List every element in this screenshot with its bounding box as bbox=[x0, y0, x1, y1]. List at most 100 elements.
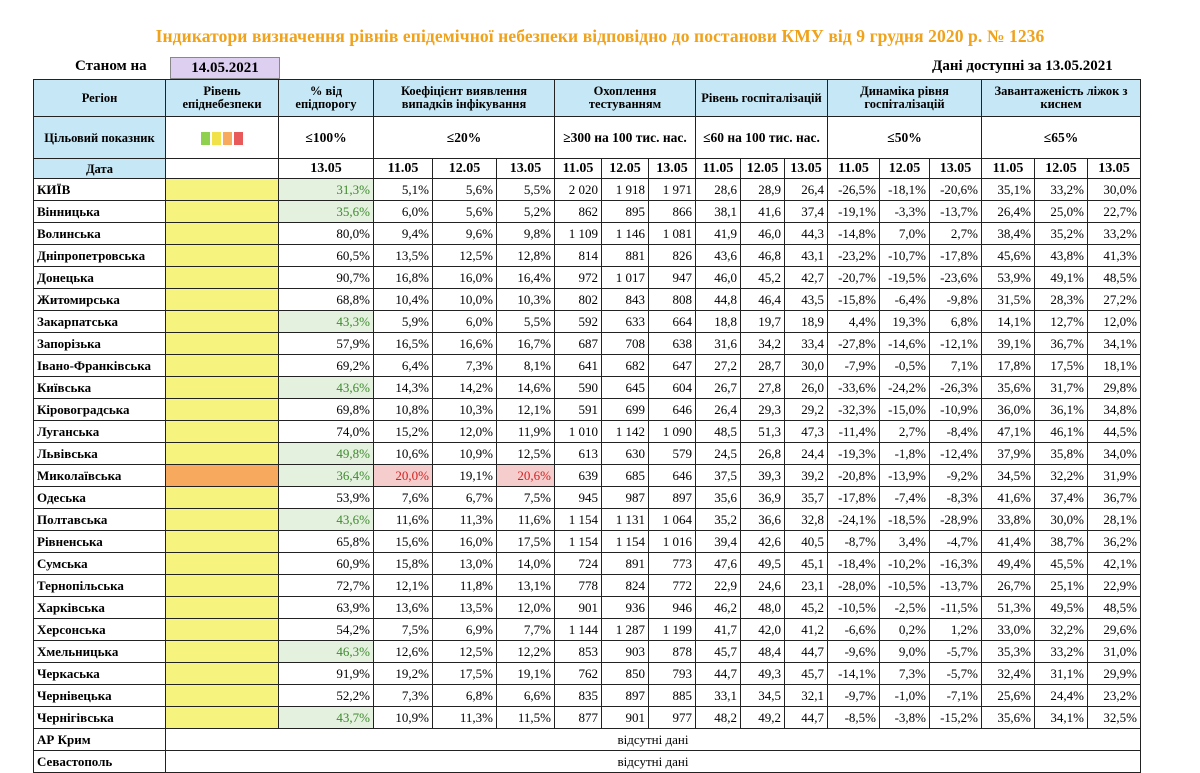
testing-cell: 1 971 bbox=[648, 178, 696, 201]
oxygen-cell: 32,4% bbox=[981, 662, 1035, 685]
testing-cell: 1 017 bbox=[601, 266, 649, 289]
hosp-dynamics-cell: 0,2% bbox=[879, 618, 930, 641]
oxygen-cell: 41,6% bbox=[981, 486, 1035, 509]
oxygen-cell: 46,1% bbox=[1034, 420, 1088, 443]
detection-cell: 5,2% bbox=[496, 200, 555, 223]
hosp-cell: 49,2 bbox=[740, 706, 785, 729]
level-legend bbox=[165, 116, 279, 159]
detection-cell: 19,1% bbox=[496, 662, 555, 685]
detection-cell: 16,8% bbox=[373, 266, 433, 289]
hosp-cell: 33,4 bbox=[784, 332, 828, 355]
testing-cell: 646 bbox=[648, 398, 696, 421]
page-title: Індикатори визначення рівнів епідемічної… bbox=[155, 26, 1045, 46]
hosp-dynamics-cell: -26,5% bbox=[827, 178, 880, 201]
detection-cell: 7,3% bbox=[373, 684, 433, 707]
oxygen-cell: 45,5% bbox=[1034, 552, 1088, 575]
table-row: Тернопільська 72,7% 12,1% 11,8% 13,1% 778 824 7… bbox=[33, 574, 1141, 597]
table-row: Херсонська 54,2% 7,5% 6,9% 7,7% 1 144 1 287 1 1… bbox=[33, 618, 1141, 641]
testing-cell: 850 bbox=[601, 662, 649, 685]
hosp-cell: 26,0 bbox=[784, 376, 828, 399]
oxygen-cell: 25,0% bbox=[1034, 200, 1088, 223]
oxygen-cell: 31,7% bbox=[1034, 376, 1088, 399]
level-cell bbox=[165, 310, 279, 333]
testing-cell: 945 bbox=[554, 486, 602, 509]
hosp-dynamics-cell: -18,4% bbox=[827, 552, 880, 575]
testing-cell: 881 bbox=[601, 244, 649, 267]
table-row: Полтавська 43,6% 11,6% 11,3% 11,6% 1 154 1 131… bbox=[33, 508, 1141, 531]
detection-cell: 17,5% bbox=[432, 662, 497, 685]
oxygen-cell: 29,9% bbox=[1087, 662, 1141, 685]
hosp-cell: 41,2 bbox=[784, 618, 828, 641]
region-name: Сумська bbox=[33, 552, 166, 575]
oxygen-cell: 14,1% bbox=[981, 310, 1035, 333]
testing-cell: 843 bbox=[601, 288, 649, 311]
testing-cell: 630 bbox=[601, 442, 649, 465]
hosp-cell: 37,4 bbox=[784, 200, 828, 223]
threshold-pct-cell: 74,0% bbox=[278, 420, 374, 443]
oxygen-cell: 22,7% bbox=[1087, 200, 1141, 223]
testing-cell: 972 bbox=[554, 266, 602, 289]
header-level: Рівень епіднебезпеки bbox=[165, 79, 279, 117]
detection-cell: 6,8% bbox=[432, 684, 497, 707]
hosp-cell: 44,8 bbox=[695, 288, 741, 311]
detection-cell: 11,6% bbox=[373, 508, 433, 531]
testing-cell: 638 bbox=[648, 332, 696, 355]
testing-cell: 793 bbox=[648, 662, 696, 685]
threshold-pct-cell: 43,7% bbox=[278, 706, 374, 729]
detection-cell: 13,1% bbox=[496, 574, 555, 597]
hosp-cell: 42,0 bbox=[740, 618, 785, 641]
hosp-cell: 24,6 bbox=[740, 574, 785, 597]
hosp-cell: 42,6 bbox=[740, 530, 785, 553]
hosp-dynamics-cell: -19,3% bbox=[827, 442, 880, 465]
target-label: Цільовий показник bbox=[33, 116, 166, 159]
oxygen-cell: 29,8% bbox=[1087, 376, 1141, 399]
hosp-dynamics-cell: -7,9% bbox=[827, 354, 880, 377]
threshold-pct-cell: 60,5% bbox=[278, 244, 374, 267]
oxygen-cell: 17,8% bbox=[981, 354, 1035, 377]
testing-cell: 639 bbox=[554, 464, 602, 487]
oxygen-cell: 36,1% bbox=[1034, 398, 1088, 421]
threshold-pct-cell: 43,3% bbox=[278, 310, 374, 333]
oxygen-cell: 35,6% bbox=[981, 706, 1035, 729]
hosp-dynamics-cell: -14,8% bbox=[827, 222, 880, 245]
as-of-label: Станом на bbox=[75, 58, 147, 74]
oxygen-cell: 24,4% bbox=[1034, 684, 1088, 707]
level-cell bbox=[165, 266, 279, 289]
header-row: Регіон Рівень епіднебезпеки % від епідпо… bbox=[33, 79, 1141, 117]
testing-cell: 708 bbox=[601, 332, 649, 355]
region-name: Чернівецька bbox=[33, 684, 166, 707]
detection-cell: 10,0% bbox=[432, 288, 497, 311]
region-name: Рівненська bbox=[33, 530, 166, 553]
detection-cell: 16,0% bbox=[432, 530, 497, 553]
region-name: Львівська bbox=[33, 442, 166, 465]
threshold-pct-cell: 43,6% bbox=[278, 508, 374, 531]
hosp-dynamics-cell: -28,9% bbox=[929, 508, 982, 531]
detection-cell: 17,5% bbox=[496, 530, 555, 553]
testing-cell: 946 bbox=[648, 596, 696, 619]
oxygen-cell: 35,2% bbox=[1034, 222, 1088, 245]
oxygen-cell: 27,2% bbox=[1087, 288, 1141, 311]
oxygen-cell: 32,5% bbox=[1087, 706, 1141, 729]
detection-cell: 14,2% bbox=[432, 376, 497, 399]
oxygen-cell: 41,4% bbox=[981, 530, 1035, 553]
hosp-cell: 33,1 bbox=[695, 684, 741, 707]
detection-cell: 5,1% bbox=[373, 178, 433, 201]
table-row: Львівська 49,8% 10,6% 10,9% 12,5% 613 630 579 24… bbox=[33, 442, 1141, 465]
hosp-dynamics-cell: -4,7% bbox=[929, 530, 982, 553]
hosp-dynamics-cell: 4,4% bbox=[827, 310, 880, 333]
hosp-dynamics-cell: -7,4% bbox=[879, 486, 930, 509]
table-row: Рівненська 65,8% 15,6% 16,0% 17,5% 1 154 1 154… bbox=[33, 530, 1141, 553]
date-header: 11.05 bbox=[554, 158, 602, 179]
date-header: 13.05 bbox=[929, 158, 982, 179]
detection-cell: 9,4% bbox=[373, 222, 433, 245]
hosp-cell: 39,4 bbox=[695, 530, 741, 553]
date-header: 11.05 bbox=[373, 158, 433, 179]
testing-cell: 901 bbox=[554, 596, 602, 619]
testing-cell: 699 bbox=[601, 398, 649, 421]
testing-cell: 778 bbox=[554, 574, 602, 597]
header-hosp: Рівень госпіталізацій bbox=[695, 79, 828, 117]
detection-cell: 16,0% bbox=[432, 266, 497, 289]
testing-cell: 613 bbox=[554, 442, 602, 465]
hosp-dynamics-cell: -23,6% bbox=[929, 266, 982, 289]
hosp-cell: 23,1 bbox=[784, 574, 828, 597]
